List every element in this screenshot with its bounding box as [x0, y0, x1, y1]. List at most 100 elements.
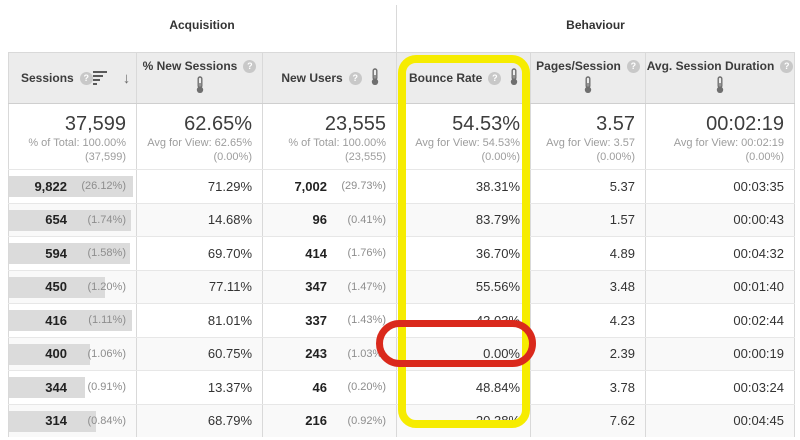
avg-duration-value: 00:00:43 — [733, 212, 784, 228]
help-icon[interactable]: ? — [348, 71, 362, 85]
avg-duration-value: 00:04:32 — [733, 245, 784, 261]
avg-duration-value: 00:03:35 — [733, 178, 784, 194]
new-users-value: 243 — [305, 346, 327, 362]
new-users-pct: (0.20%) — [347, 381, 386, 394]
table-row: 400 (1.06%) 60.75% 243 (1.03%) 0.00% 2.39 … — [8, 336, 795, 370]
avg-duration-value: 00:04:45 — [733, 413, 784, 429]
column-header-sessions[interactable]: Sessions ? ↓ — [8, 53, 136, 103]
help-icon[interactable]: ? — [79, 71, 93, 85]
sessions-value: 400 — [45, 346, 67, 362]
bounce-rate-cell: 55.56% — [396, 270, 530, 303]
new-users-pct: (1.47%) — [347, 280, 386, 293]
pages-session-cell: 7.62 — [530, 404, 645, 437]
sessions-pct: (1.58%) — [87, 247, 126, 260]
column-header-pages-session[interactable]: Pages/Session ? — [530, 53, 645, 103]
avg-duration-cell: 00:04:32 — [645, 237, 795, 270]
new-sessions-cell: 81.01% — [136, 304, 262, 337]
sessions-pct: (1.20%) — [87, 280, 126, 293]
pages-session-value: 7.62 — [609, 413, 635, 429]
thermometer-icon[interactable] — [195, 76, 205, 97]
sessions-value: 344 — [45, 379, 67, 395]
column-header-bounce-rate[interactable]: Bounce Rate ? — [396, 53, 530, 103]
pages-session-value: 3.48 — [609, 279, 635, 295]
new-users-header-label: New Users — [281, 71, 343, 85]
column-header-avg-session-duration[interactable]: Avg. Session Duration ? — [645, 53, 795, 103]
avg-duration-cell: 00:04:45 — [645, 404, 795, 437]
bounce-rate-value: 20.38% — [475, 413, 520, 429]
sessions-bar — [9, 310, 132, 331]
bounce-rate-value: 0.00% — [483, 346, 520, 362]
sessions-cell: 314 (0.84%) — [8, 404, 136, 437]
new-sessions-cell: 77.11% — [136, 270, 262, 303]
new-users-value: 337 — [305, 312, 327, 328]
bounce-rate-value: 55.56% — [475, 279, 520, 295]
pages-session-value: 5.37 — [609, 178, 635, 194]
group-header-acquisition: Acquisition — [169, 18, 235, 32]
new-users-value: 414 — [305, 245, 327, 261]
new-users-pct: (1.03%) — [347, 347, 386, 360]
new-sessions-cell: 60.75% — [136, 337, 262, 370]
sort-descending-arrow-icon[interactable]: ↓ — [122, 69, 131, 87]
sessions-pct: (26.12%) — [81, 180, 126, 193]
bounce-rate-cell: 48.84% — [396, 371, 530, 404]
total-sessions-sub2: (37,599) — [85, 151, 126, 163]
new-users-value: 46 — [312, 379, 327, 395]
help-icon[interactable]: ? — [780, 59, 794, 73]
new-users-pct: (1.76%) — [347, 247, 386, 260]
pages-session-value: 2.39 — [609, 346, 635, 362]
new-sessions-cell: 71.29% — [136, 170, 262, 203]
pages-session-cell: 4.89 — [530, 237, 645, 270]
thermometer-icon[interactable] — [370, 67, 380, 89]
new-sessions-value: 13.37% — [207, 379, 252, 395]
thermometer-icon[interactable] — [509, 67, 519, 89]
pages-session-cell: 3.48 — [530, 270, 645, 303]
total-new-sessions-pct: 62.65% Avg for View: 62.65% (0.00%) — [136, 104, 262, 169]
new-sessions-header-label: % New Sessions — [142, 59, 238, 73]
avg-duration-cell: 00:00:19 — [645, 337, 795, 370]
new-sessions-value: 81.01% — [207, 312, 252, 328]
new-users-cell: 46 (0.20%) — [262, 371, 396, 404]
new-sessions-value: 60.75% — [207, 346, 252, 362]
total-pages-session-sub: Avg for View: 3.57 — [546, 137, 635, 149]
total-new-users-sub2: (23,555) — [345, 151, 386, 163]
sessions-pct: (0.91%) — [87, 381, 126, 394]
total-bounce-rate-sub: Avg for View: 54.53% — [415, 137, 520, 149]
sort-bars-icon[interactable] — [92, 71, 107, 85]
column-header-new-users[interactable]: New Users ? — [262, 53, 396, 103]
help-icon[interactable]: ? — [488, 71, 502, 85]
bounce-rate-value: 36.70% — [475, 245, 520, 261]
column-header-new-sessions-pct[interactable]: % New Sessions ? — [136, 53, 262, 103]
metrics-table: Sessions ? ↓ % New Sessions ? New Users … — [8, 52, 795, 437]
help-icon[interactable]: ? — [626, 59, 640, 73]
bounce-rate-cell: 38.31% — [396, 170, 530, 203]
avg-duration-cell: 00:01:40 — [645, 270, 795, 303]
total-avg-duration-value: 00:02:19 — [706, 113, 784, 135]
new-users-value: 216 — [305, 413, 327, 429]
bounce-rate-cell: 36.70% — [396, 237, 530, 270]
total-sessions-value: 37,599 — [64, 113, 126, 135]
group-divider — [396, 5, 397, 52]
thermometer-icon[interactable] — [715, 76, 725, 97]
avg-duration-cell: 00:00:43 — [645, 203, 795, 236]
new-users-cell: 337 (1.43%) — [262, 304, 396, 337]
help-icon[interactable]: ? — [243, 59, 257, 73]
table-row: 314 (0.84%) 68.79% 216 (0.92%) 20.38% 7.62… — [8, 403, 795, 437]
column-header-row: Sessions ? ↓ % New Sessions ? New Users … — [8, 53, 795, 104]
new-sessions-value: 77.11% — [208, 279, 252, 295]
sessions-bar — [9, 410, 96, 432]
sessions-bar — [9, 276, 105, 298]
bounce-rate-cell-zero: 0.00% — [396, 337, 530, 370]
pages-session-value: 1.57 — [609, 212, 635, 228]
sessions-pct: (1.06%) — [87, 347, 126, 360]
sessions-header-label: Sessions — [21, 71, 74, 85]
avg-duration-value: 00:01:40 — [733, 279, 784, 295]
bounce-rate-cell: 83.79% — [396, 203, 530, 236]
sessions-pct: (1.11%) — [88, 314, 126, 327]
thermometer-icon[interactable] — [583, 76, 593, 97]
sessions-bar — [9, 377, 85, 398]
sessions-bar — [9, 209, 131, 231]
total-bounce-rate-value: 54.53% — [452, 113, 520, 135]
sessions-cell: 344 (0.91%) — [8, 371, 136, 404]
table-row: 344 (0.91%) 13.37% 46 (0.20%) 48.84% 3.78 … — [8, 370, 795, 404]
bounce-rate-value: 38.31% — [475, 178, 520, 194]
